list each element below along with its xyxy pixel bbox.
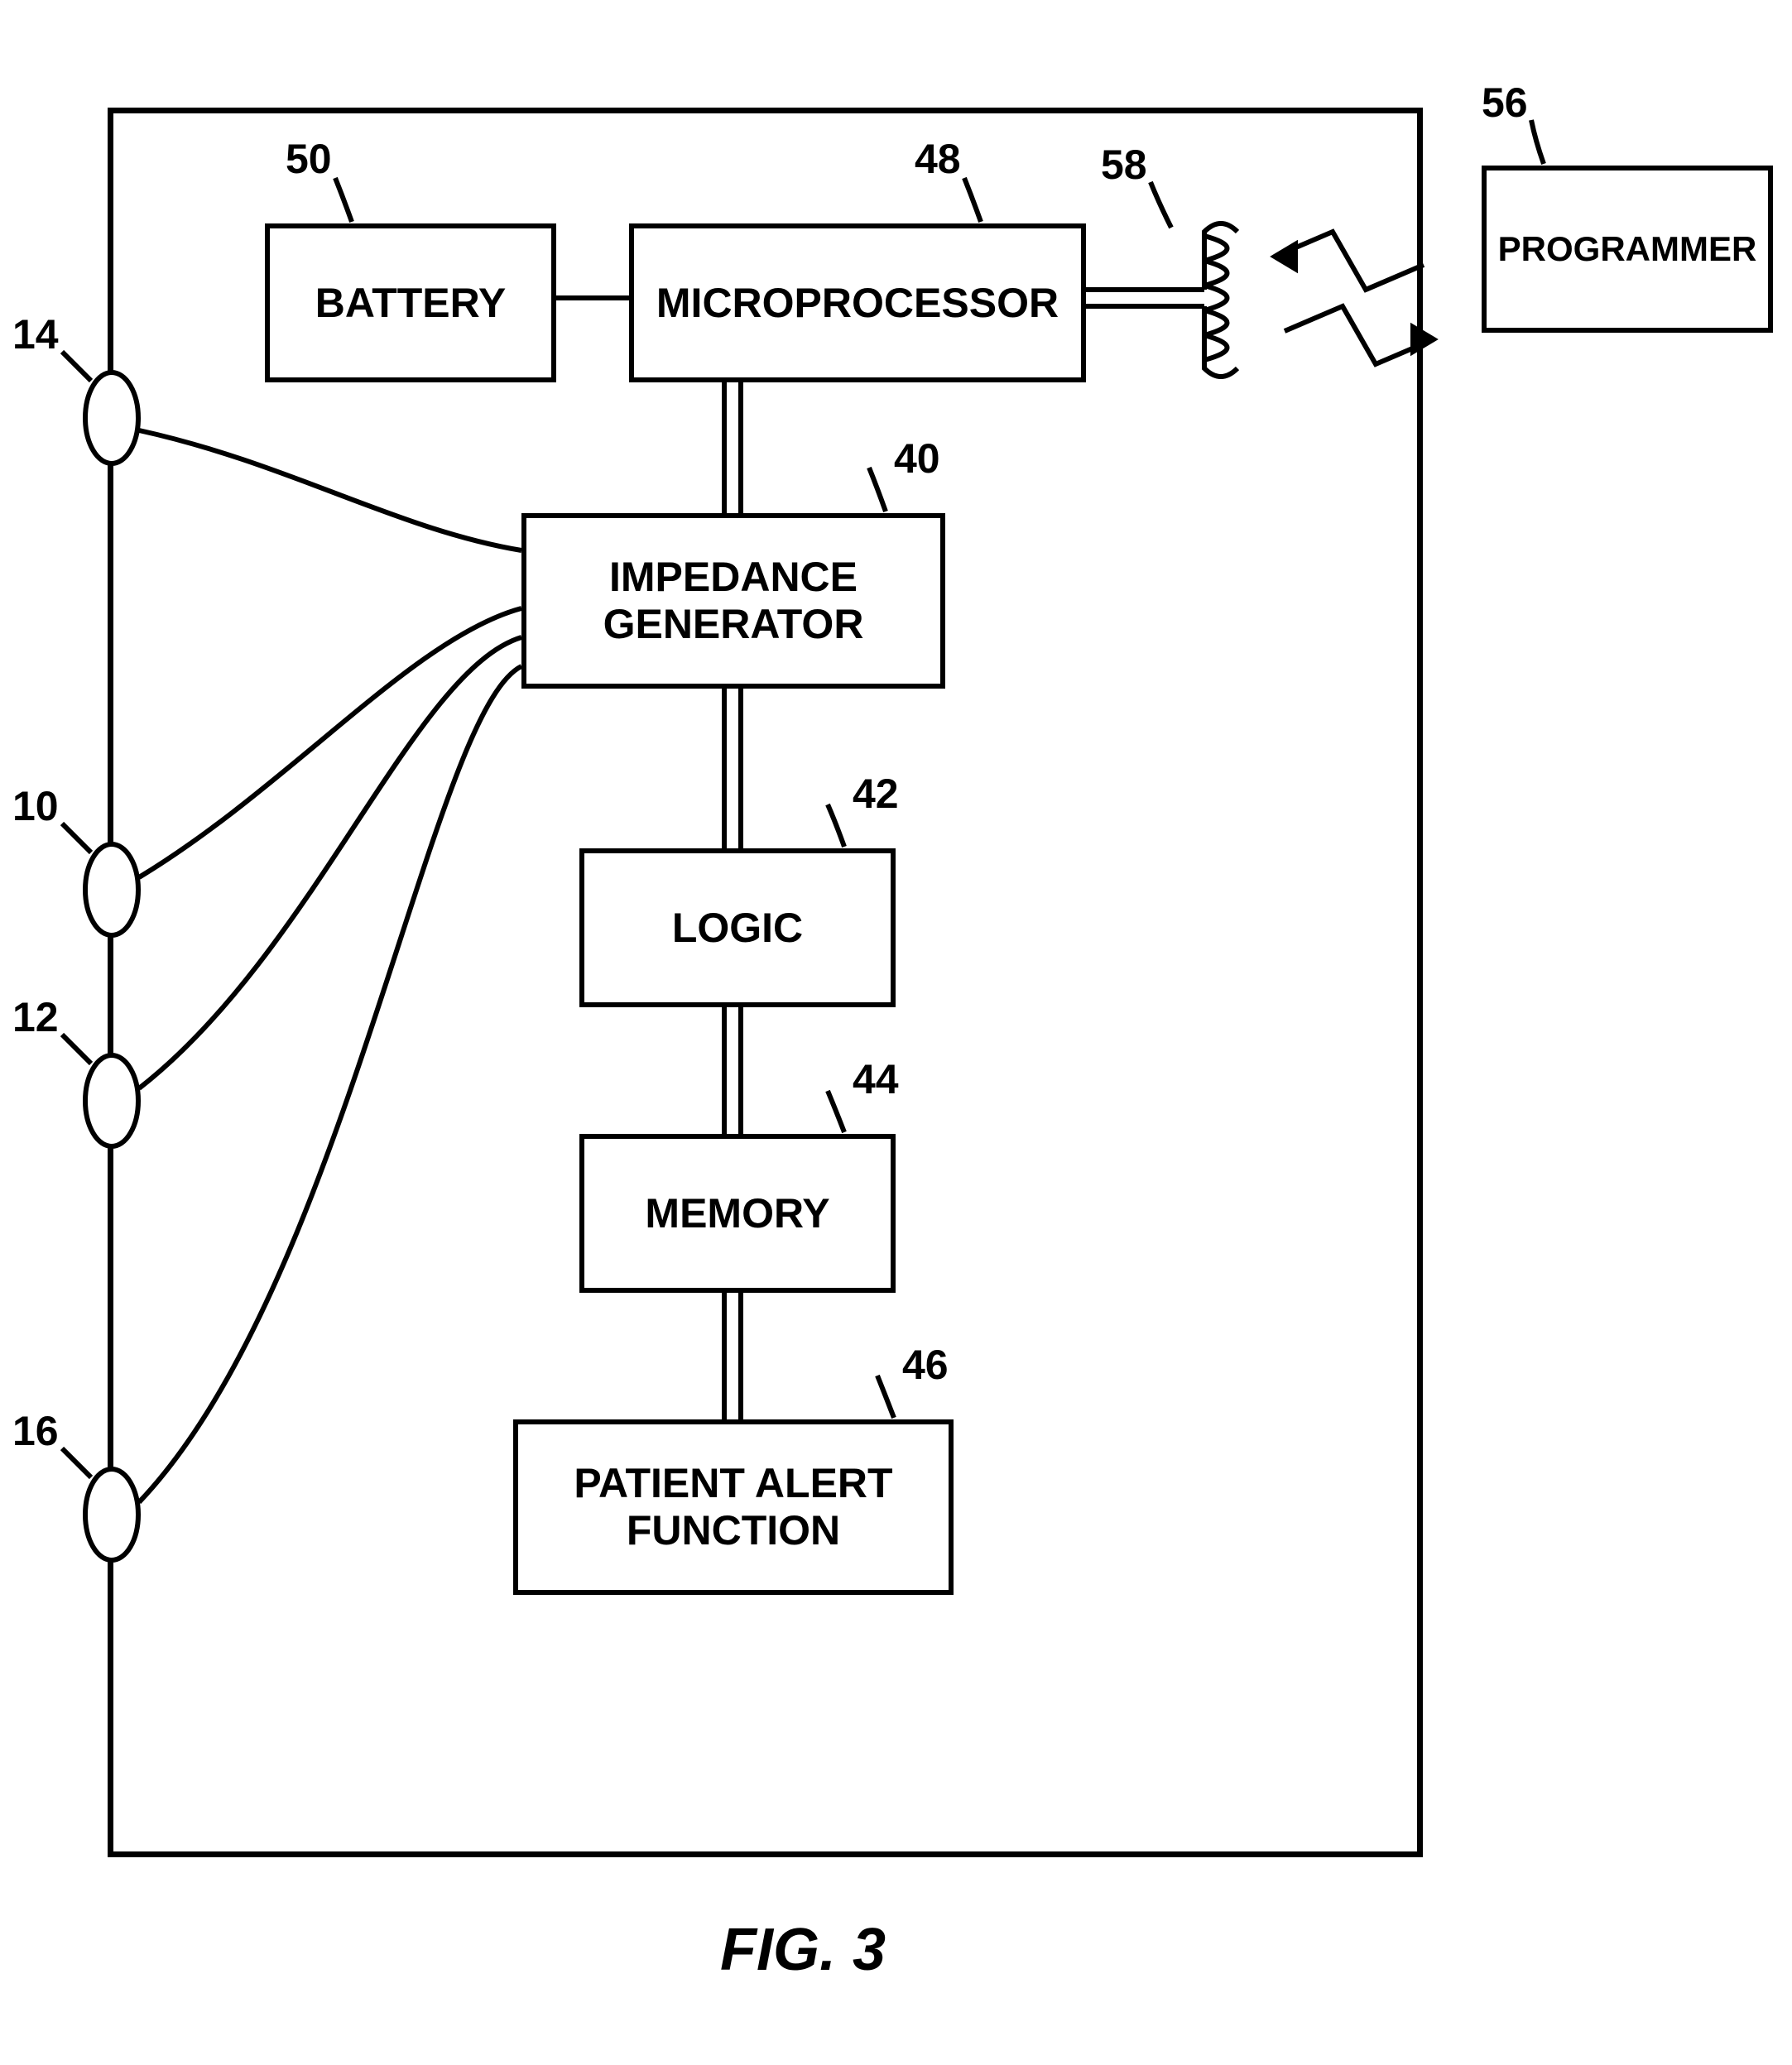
- ref-14: 14: [12, 310, 59, 358]
- diagram-canvas: BATTERY 50 MICROPROCESSOR 48 IMPEDANCE G…: [0, 0, 1792, 2065]
- impedance-block: IMPEDANCE GENERATOR: [521, 513, 945, 689]
- logic-ref: 42: [853, 770, 899, 818]
- memory-label: MEMORY: [645, 1189, 829, 1237]
- battery-ref: 50: [286, 135, 332, 183]
- battery-block: BATTERY: [265, 223, 556, 382]
- microprocessor-block: MICROPROCESSOR: [629, 223, 1086, 382]
- microprocessor-label: MICROPROCESSOR: [656, 279, 1059, 327]
- ref-10: 10: [12, 782, 59, 830]
- impedance-label: IMPEDANCE GENERATOR: [603, 554, 864, 649]
- antenna-ref: 58: [1101, 141, 1147, 189]
- patient-alert-block: PATIENT ALERT FUNCTION: [513, 1419, 954, 1595]
- programmer-block: PROGRAMMER: [1482, 166, 1773, 333]
- patient-alert-label: PATIENT ALERT FUNCTION: [574, 1460, 892, 1555]
- patient-alert-ref: 46: [902, 1341, 949, 1389]
- figure-label: FIG. 3: [720, 1916, 886, 1984]
- ref-16: 16: [12, 1407, 59, 1455]
- logic-label: LOGIC: [672, 904, 803, 952]
- programmer-label: PROGRAMMER: [1498, 229, 1757, 269]
- memory-block: MEMORY: [579, 1134, 896, 1293]
- ref-12: 12: [12, 993, 59, 1041]
- memory-ref: 44: [853, 1055, 899, 1103]
- logic-block: LOGIC: [579, 848, 896, 1007]
- battery-label: BATTERY: [315, 279, 507, 327]
- impedance-ref: 40: [894, 435, 940, 483]
- programmer-ref: 56: [1482, 79, 1528, 127]
- microprocessor-ref: 48: [915, 135, 961, 183]
